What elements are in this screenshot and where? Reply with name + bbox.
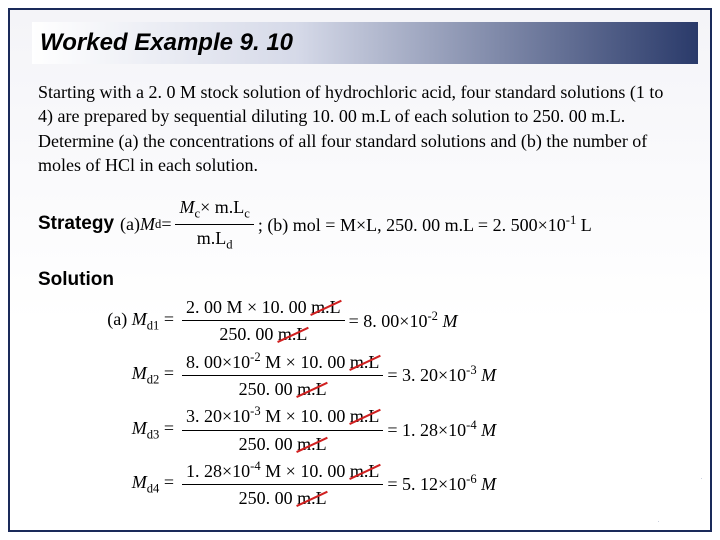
solution-row: (a) Md1 = 2. 00 M × 10. 00 m.L 250. 00 m… xyxy=(38,295,682,347)
strategy-label: Strategy xyxy=(38,211,114,237)
unit-cancel: m.L xyxy=(297,486,327,510)
solution-fraction: 2. 00 M × 10. 00 m.L 250. 00 m.L xyxy=(182,295,345,347)
unit-cancel: m.L xyxy=(297,432,327,456)
solution-fraction: 1. 28×10-4 M × 10. 00 m.L 250. 00 m.L xyxy=(182,458,383,511)
solution-fraction: 3. 20×10-3 M × 10. 00 m.L 250. 00 m.L xyxy=(182,403,383,456)
unit-cancel: m.L xyxy=(278,322,308,346)
strategy-md-var: M xyxy=(140,212,155,236)
problem-statement: Starting with a 2. 0 M stock solution of… xyxy=(38,80,682,177)
solution-rhs: = 1. 28×10-4 M xyxy=(387,417,496,442)
solution-row: Md2 = 8. 00×10-2 M × 10. 00 m.L 250. 00 … xyxy=(38,349,682,402)
strategy-fraction: Mc× m.Lc m.Ld xyxy=(175,195,253,253)
slide-frame: Worked Example 9. 10 Starting with a 2. … xyxy=(8,8,712,532)
strategy-frac-num: Mc× m.Lc xyxy=(175,195,253,225)
unit-cancel: m.L xyxy=(350,459,380,483)
unit-cancel: m.L xyxy=(311,295,341,319)
solution-rhs: = 8. 00×10-2 M xyxy=(349,308,458,333)
content-area: Starting with a 2. 0 M stock solution of… xyxy=(38,80,682,512)
solution-lhs: Md3 = xyxy=(38,416,178,444)
solution-label: Solution xyxy=(38,267,676,293)
title-text: Worked Example 9. 10 xyxy=(40,29,293,57)
unit-cancel: m.L xyxy=(297,377,327,401)
solution-lhs: Md4 = xyxy=(38,470,178,498)
strategy-part-b: ; (b) mol = M×L, 250. 00 m.L = 2. 500×10… xyxy=(258,212,592,237)
solution-lhs: Md2 = xyxy=(38,361,178,389)
unit-cancel: m.L xyxy=(350,404,380,428)
solution-rhs: = 3. 20×10-3 M xyxy=(387,362,496,387)
solution-lhs: (a) Md1 = xyxy=(38,307,178,335)
unit-cancel: m.L xyxy=(350,350,380,374)
strategy-equals: = xyxy=(161,212,171,236)
solution-fraction: 8. 00×10-2 M × 10. 00 m.L 250. 00 m.L xyxy=(182,349,383,402)
solution-block: Solution (a) Md1 = 2. 00 M × 10. 00 m.L … xyxy=(38,267,682,510)
strategy-a-prefix: (a) xyxy=(120,212,140,236)
solution-row: Md3 = 3. 20×10-3 M × 10. 00 m.L 250. 00 … xyxy=(38,403,682,456)
solution-rhs: = 5. 12×10-6 M xyxy=(387,471,496,496)
title-bar: Worked Example 9. 10 xyxy=(32,22,698,64)
solution-row: Md4 = 1. 28×10-4 M × 10. 00 m.L 250. 00 … xyxy=(38,458,682,511)
strategy-row: Strategy (a) Md = Mc× m.Lc m.Ld ; (b) mo… xyxy=(38,195,682,253)
strategy-frac-den: m.Ld xyxy=(193,225,237,254)
